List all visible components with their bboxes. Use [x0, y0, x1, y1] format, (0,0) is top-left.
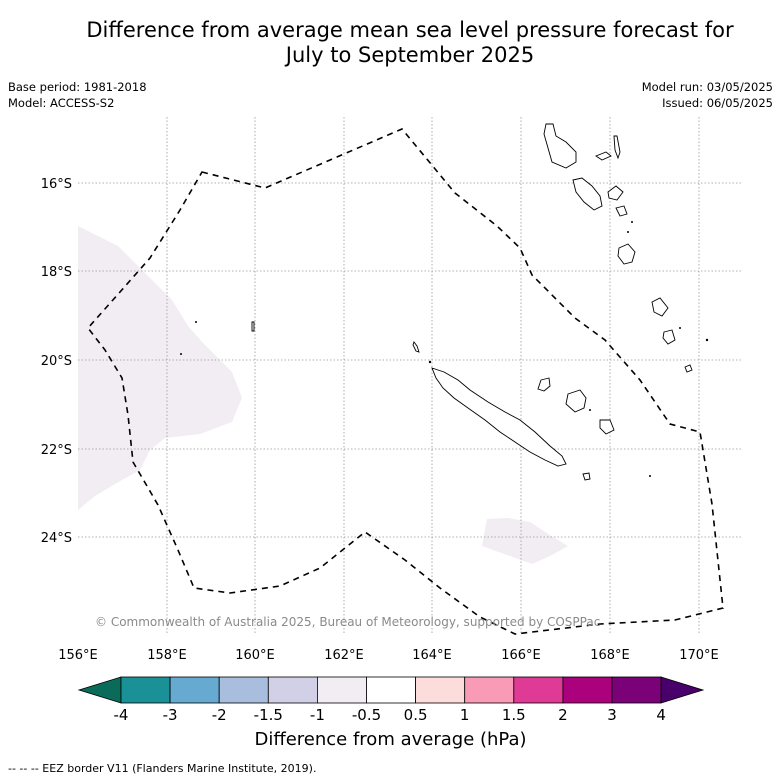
map-panel	[78, 117, 743, 635]
lon-label: 160°E	[235, 648, 275, 663]
eez-legend-caption: -- -- -- EEZ border V11 (Flanders Marine…	[8, 762, 317, 775]
epi-island	[615, 205, 628, 217]
colorbar-swatch	[415, 676, 466, 704]
colorbar-tick-label: 4	[656, 706, 666, 724]
chesterfield-reef	[251, 321, 255, 332]
new-caledonia-island	[431, 367, 567, 467]
colorbar-swatch	[120, 676, 171, 704]
title-line-1: Difference from average mean sea level p…	[86, 18, 734, 42]
lat-label: 24°S	[41, 531, 72, 546]
small-islets	[180, 221, 709, 477]
colorbar-swatch	[218, 676, 269, 704]
lon-label: 170°E	[679, 648, 719, 663]
lat-label: 20°S	[41, 354, 72, 369]
colorbar-label: Difference from average (hPa)	[254, 729, 527, 750]
colorbar-tick-label: -0.5	[352, 706, 381, 724]
colorbar-swatch	[267, 676, 318, 704]
colorbar-tick-label: -4	[114, 706, 129, 724]
loyalty-island-mare	[599, 419, 615, 435]
anomaly-region-south	[482, 518, 568, 564]
base-period-text: Base period: 1981-2018	[8, 80, 147, 94]
colorbar-tick-label: -1.5	[254, 706, 283, 724]
lon-label: 162°E	[324, 648, 364, 663]
colorbar-tick-label: 0.5	[404, 706, 428, 724]
model-run-text: Model run: 03/05/2025	[641, 80, 773, 94]
meta-left: Base period: 1981-2018 Model: ACCESS-S2	[8, 79, 147, 111]
colorbar-tick-label: 3	[607, 706, 617, 724]
erromango-island	[651, 297, 669, 317]
colorbar-swatch	[513, 676, 564, 704]
gridlines	[78, 117, 743, 634]
eez-border	[86, 128, 724, 635]
colorbar-swatch	[316, 676, 367, 704]
colorbar-tick-label: 2	[558, 706, 568, 724]
title-line-2: July to September 2025	[285, 43, 535, 67]
malakula-island	[572, 177, 603, 211]
efate-island	[617, 243, 636, 265]
lon-label: 158°E	[147, 648, 187, 663]
colorbar-tick-label: -2	[212, 706, 227, 724]
islands	[251, 123, 693, 481]
espiritu-santo-island	[543, 123, 577, 169]
colorbar-swatch	[562, 676, 613, 704]
tanna-island	[662, 329, 676, 345]
colorbar-swatch	[464, 676, 515, 704]
aneityum-island	[684, 364, 693, 373]
lon-label: 168°E	[590, 648, 630, 663]
issued-text: Issued: 06/05/2025	[662, 96, 773, 110]
colorbar-extend-low	[77, 676, 122, 704]
colorbar-tick-label: -3	[163, 706, 178, 724]
lat-label: 16°S	[41, 177, 72, 192]
meta-right: Model run: 03/05/2025 Issued: 06/05/2025	[642, 79, 773, 111]
colorbar: -4 -3 -2 -1.5 -1 -0.5 0.5 1 1.5 2 3 4	[77, 676, 705, 724]
colorbar-extend-high	[660, 676, 705, 704]
colorbar-tick-label: 1.5	[502, 706, 526, 724]
lon-label: 166°E	[501, 648, 541, 663]
colorbar-tick-label: -1	[310, 706, 325, 724]
ambae-island	[595, 151, 612, 161]
isle-of-pines	[582, 472, 591, 481]
lon-labels: 156°E 158°E 160°E 162°E 164°E 166°E 168°…	[58, 648, 719, 663]
anomaly-region-west	[78, 226, 242, 510]
colorbar-swatch	[169, 676, 220, 704]
colorbar-swatch	[611, 676, 662, 704]
model-text: Model: ACCESS-S2	[8, 96, 115, 110]
lat-label: 18°S	[41, 265, 72, 280]
copyright-text: © Commonwealth of Australia 2025, Bureau…	[95, 615, 600, 629]
lon-label: 156°E	[58, 648, 98, 663]
maewo-island	[613, 135, 621, 160]
belep-island	[412, 341, 420, 353]
map-title: Difference from average mean sea level p…	[40, 18, 780, 68]
colorbar-tick-label: 1	[460, 706, 470, 724]
lat-labels: 16°S 18°S 20°S 22°S 24°S	[41, 177, 72, 546]
lon-label: 164°E	[412, 648, 452, 663]
loyalty-island-lifou	[565, 389, 587, 413]
lat-label: 22°S	[41, 443, 72, 458]
pentecost-island	[607, 185, 624, 201]
loyalty-island-ouvea	[537, 377, 551, 392]
colorbar-swatch	[366, 676, 416, 704]
